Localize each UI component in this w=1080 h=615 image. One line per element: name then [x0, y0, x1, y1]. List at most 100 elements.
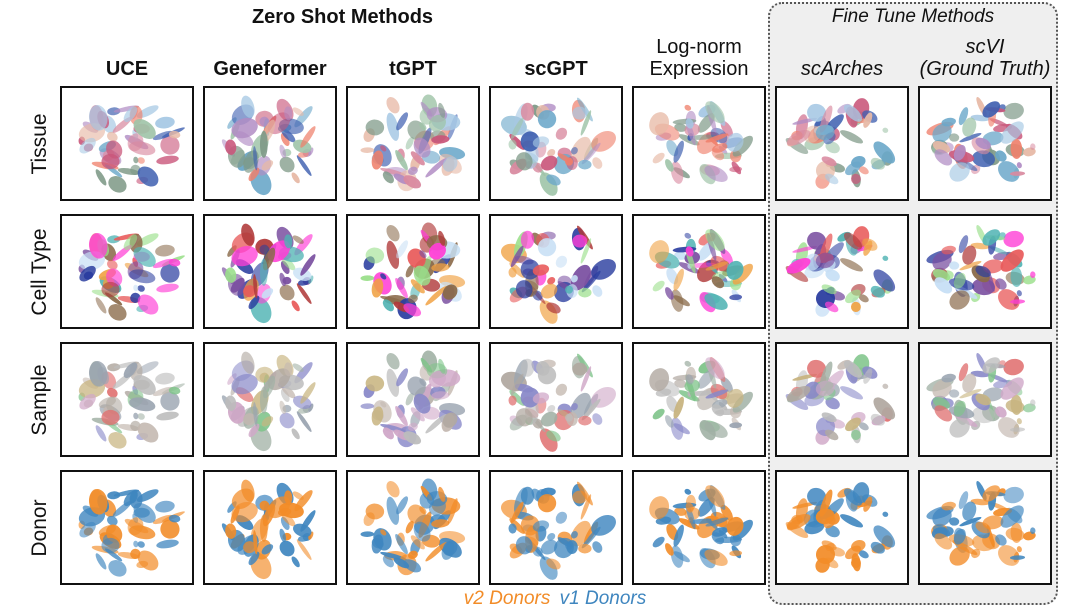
cluster-blob: [537, 366, 557, 385]
cluster-blob: [137, 294, 159, 315]
cluster-blob: [137, 422, 159, 443]
cluster-blob: [225, 395, 237, 411]
cluster-blob: [442, 156, 458, 172]
cluster-blob: [241, 479, 255, 502]
embedding-plot: [785, 354, 896, 445]
embedding-plot: [785, 482, 896, 573]
cluster-blob: [547, 532, 556, 541]
column-label-lognorm: Log-norm Expression: [624, 36, 774, 80]
cluster-blob: [953, 400, 966, 417]
cluster-blob: [279, 412, 295, 429]
cluster-blob: [825, 141, 840, 154]
cluster-blob: [108, 560, 127, 577]
column-label-line: scVI: [965, 36, 1005, 58]
cluster-blob: [840, 514, 864, 528]
cluster-blob: [962, 245, 977, 265]
cluster-blob: [259, 116, 270, 127]
embedding-plot: [360, 94, 466, 192]
cluster-blob: [882, 255, 889, 261]
cluster-blob: [259, 130, 268, 158]
cluster-blob: [592, 541, 603, 553]
embedding-plot: [221, 95, 316, 196]
column-label-scarches: scArches: [767, 58, 917, 80]
cluster-blob: [555, 383, 568, 396]
cluster-blob: [843, 360, 863, 378]
cluster-blob: [425, 286, 447, 306]
cluster-blob: [438, 486, 446, 502]
cluster-blob: [665, 159, 674, 172]
cluster-blob: [79, 265, 96, 282]
cluster-blob: [160, 519, 180, 539]
cluster-blob: [555, 511, 568, 524]
cluster-blob: [975, 265, 991, 278]
cluster-blob: [649, 112, 670, 136]
embedding-panel-scgpt-donor: [489, 470, 623, 585]
embedding-plot: [785, 226, 896, 317]
cluster-blob: [959, 132, 982, 143]
cluster-blob: [407, 294, 418, 303]
cluster-blob: [137, 285, 145, 292]
embedding-plot: [221, 351, 316, 452]
cluster-blob: [729, 166, 743, 173]
cluster-blob: [670, 289, 684, 312]
cluster-blob: [371, 150, 384, 170]
cluster-blob: [133, 412, 139, 420]
cluster-blob: [705, 485, 725, 508]
column-label-line: (Ground Truth): [919, 58, 1051, 80]
cluster-blob: [570, 147, 578, 155]
cluster-blob: [152, 258, 174, 269]
cluster-blob: [570, 264, 591, 291]
embedding-plot: [221, 223, 316, 324]
cluster-blob: [959, 260, 982, 271]
cluster-blob: [555, 127, 568, 140]
cluster-blob: [431, 391, 450, 400]
cluster-blob: [248, 423, 260, 438]
cluster-blob: [572, 362, 588, 376]
cluster-blob: [155, 500, 175, 513]
legend-v2-donors: v2 Donors: [463, 588, 551, 609]
column-label-line: Geneformer: [213, 58, 327, 80]
cluster-blob: [953, 272, 966, 289]
cluster-blob: [137, 550, 159, 571]
cluster-blob: [107, 491, 121, 500]
cluster-blob: [300, 126, 316, 148]
cluster-blob: [786, 513, 811, 530]
cluster-blob: [786, 257, 811, 274]
cluster-blob: [537, 238, 557, 257]
cluster-blob: [845, 289, 861, 304]
cluster-blob: [932, 379, 952, 399]
cluster-blob: [510, 501, 524, 524]
cluster-blob: [395, 149, 408, 171]
embedding-plot: [78, 489, 185, 577]
embedding-plot: [78, 105, 185, 193]
cluster-blob: [428, 242, 446, 260]
embedding-panel-scvi-tissue: [918, 86, 1052, 201]
embedding-panel-geneformer-sample: [203, 342, 337, 457]
cluster-blob: [1010, 171, 1026, 176]
cluster-blob: [581, 270, 601, 293]
cluster-blob: [1003, 358, 1024, 376]
cluster-blob: [649, 240, 670, 264]
cluster-blob: [123, 362, 138, 379]
embedding-panel-scgpt-sample: [489, 342, 623, 457]
cluster-blob: [279, 284, 295, 301]
cluster-blob: [515, 152, 533, 171]
cluster-blob: [995, 406, 1007, 418]
cluster-blob: [510, 117, 524, 140]
cluster-blob: [107, 515, 118, 526]
cluster-blob: [1010, 299, 1026, 304]
cluster-blob: [95, 553, 107, 570]
cluster-blob: [704, 165, 728, 182]
cluster-blob: [133, 503, 156, 523]
cluster-blob: [803, 253, 821, 271]
cluster-blob: [431, 263, 450, 272]
cluster-blob: [941, 373, 956, 383]
cluster-blob: [1003, 102, 1024, 120]
cluster-blob: [873, 141, 896, 164]
cluster-blob: [292, 107, 304, 116]
cluster-blob: [156, 283, 179, 293]
cluster-blob: [652, 280, 665, 292]
cluster-blob: [688, 390, 717, 396]
embedding-panel-uce-cell-type: [60, 214, 194, 329]
cluster-blob: [292, 491, 304, 500]
